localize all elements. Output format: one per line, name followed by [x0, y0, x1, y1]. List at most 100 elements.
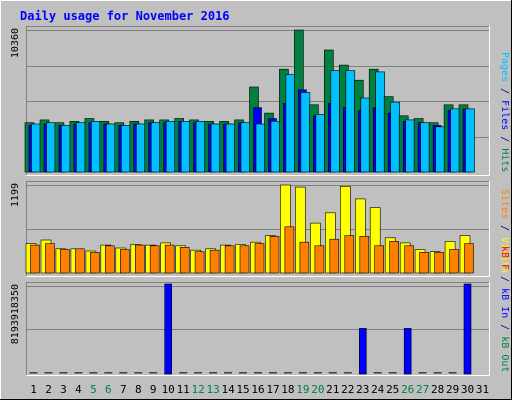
bar-pages-day-25: [390, 101, 401, 173]
bar-sites-day-2: [45, 243, 55, 274]
bar-sites-day-11: [179, 247, 190, 274]
bar-sites-day-21: [329, 238, 340, 274]
bar-pages-day-4: [76, 122, 86, 173]
bar-pages-day-23: [360, 97, 371, 173]
day-label-22: 22: [341, 383, 354, 396]
bar-pages-day-10: [165, 121, 176, 173]
day-label-27: 27: [416, 383, 429, 396]
day-label-30: 30: [461, 383, 474, 396]
bar-kb-in-day-10: [164, 283, 172, 375]
bar-sites-day-23: [359, 236, 370, 274]
bar-sites-day-1: [30, 244, 40, 274]
bar-sites-day-17: [269, 236, 280, 274]
y-axis-max-label: 10360: [10, 28, 21, 58]
bar-pages-day-3: [61, 125, 71, 173]
bar-kb-in-day-13: [209, 372, 218, 374]
bar-kb-in-day-2: [44, 372, 53, 374]
bar-kb-in-day-26: [403, 328, 412, 375]
bar-sites-day-5: [90, 252, 100, 274]
day-label-29: 29: [446, 383, 459, 396]
bar-sites-day-6: [105, 245, 115, 274]
bar-sites-day-3: [60, 249, 70, 274]
bar-pages-day-1: [31, 123, 41, 173]
bar-sites-day-24: [374, 245, 385, 274]
bar-kb-in-day-3: [59, 372, 68, 374]
day-label-1: 1: [30, 383, 37, 396]
legend-entry: Files: [499, 100, 510, 130]
bar-kb-in-day-11: [179, 372, 188, 374]
day-label-11: 11: [177, 383, 190, 396]
day-label-20: 20: [311, 383, 324, 396]
day-axis-labels: 1 2 3 4 5 6 7 8 9 10 11 12 13 14 15 16 17 18 19 20 21 22 23 24 2…: [30, 383, 489, 396]
legend-entry: kB In: [499, 288, 510, 318]
day-label-15: 15: [236, 383, 249, 396]
bar-pages-day-24: [375, 71, 386, 173]
bar-kb-in-day-14: [224, 372, 233, 374]
day-label-4: 4: [75, 383, 82, 396]
y-axis-max-label: 1199: [10, 183, 21, 207]
bar-kb-in-day-30: [463, 283, 472, 375]
day-label-31: 31: [476, 383, 489, 396]
day-label-18: 18: [281, 383, 294, 396]
bar-sites-day-26: [404, 245, 415, 274]
bar-sites-day-30: [464, 243, 474, 274]
bar-sites-day-27: [419, 252, 429, 274]
day-label-13: 13: [206, 383, 219, 396]
bar-pages-day-13: [210, 123, 221, 173]
bar-pages-day-9: [150, 122, 161, 173]
bar-sites-day-18: [284, 226, 295, 274]
bar-kb-in-day-15: [239, 372, 247, 374]
day-label-28: 28: [431, 383, 444, 396]
bar-sites-day-16: [254, 243, 265, 274]
bar-sites-day-29: [449, 249, 459, 274]
day-label-21: 21: [326, 383, 339, 396]
bar-sites-day-4: [75, 248, 85, 274]
day-label-26: 26: [401, 383, 414, 396]
bar-pages-day-30: [465, 108, 475, 173]
bar-pages-day-17: [270, 121, 281, 173]
chart-panels: 10360 Pages / Files / Hits 1199 Sites / Vis…: [10, 26, 510, 376]
bar-sites-day-20: [314, 245, 325, 274]
bar-kb-in-day-16: [254, 372, 262, 374]
legend-entry: /: [499, 318, 510, 336]
bar-pages-day-20: [315, 114, 326, 173]
bar-pages-day-16: [255, 123, 266, 173]
legend-entry: kB Out: [499, 336, 510, 372]
panel-sites-visits: 1199 Sites / Visits: [10, 181, 510, 277]
bar-kb-in-day-29: [448, 372, 457, 374]
bar-kb-in-day-19: [298, 372, 307, 374]
bar-pages-day-11: [180, 121, 191, 173]
day-label-24: 24: [371, 383, 385, 396]
bar-kb-in-day-28: [433, 372, 442, 374]
legend: Pages / Files / Hits: [499, 52, 510, 172]
bar-kb-in-day-17: [269, 372, 277, 374]
bar-kb-in-day-9: [149, 372, 158, 374]
day-label-19: 19: [296, 383, 309, 396]
bar-sites-day-15: [239, 245, 250, 274]
bar-sites-day-9: [149, 245, 160, 274]
day-label-2: 2: [45, 383, 52, 396]
legend-entry: Hits: [499, 148, 510, 172]
bar-pages-day-6: [106, 123, 116, 173]
legend-entry: Pages: [499, 52, 510, 82]
bar-sites-day-13: [209, 249, 220, 274]
day-label-6: 6: [105, 383, 112, 396]
bar-kb-in-day-20: [313, 372, 322, 374]
bar-pages-day-8: [136, 123, 146, 173]
bar-sites-day-7: [120, 249, 130, 274]
bar-pages-day-29: [450, 108, 460, 173]
bar-pages-day-12: [195, 121, 206, 173]
bar-pages-day-19: [300, 92, 311, 173]
bar-sites-day-25: [389, 241, 400, 274]
day-label-17: 17: [266, 383, 279, 396]
day-label-7: 7: [120, 383, 127, 396]
bar-kb-in-day-7: [119, 372, 128, 374]
day-label-9: 9: [150, 383, 157, 396]
bar-pages-day-15: [240, 122, 251, 173]
panel-hits-files-pages: 10360 Pages / Files / Hits: [10, 26, 510, 176]
bar-sites-day-19: [299, 241, 310, 274]
legend-entry: /: [499, 270, 510, 288]
legend-entry: /: [499, 130, 510, 148]
